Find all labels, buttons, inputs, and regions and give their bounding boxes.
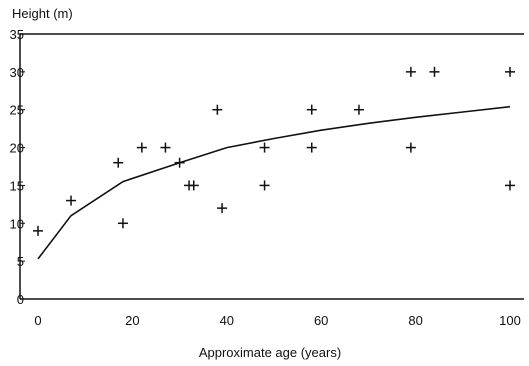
- x-axis-title: Approximate age (years): [199, 345, 341, 360]
- trend-line: [37, 105, 511, 260]
- data-points: [33, 66, 515, 236]
- data-point: [259, 142, 270, 153]
- data-point: [188, 180, 199, 191]
- y-tick-labels: 05101520253035: [10, 27, 25, 307]
- data-point: [259, 180, 270, 191]
- data-point: [429, 66, 440, 77]
- data-point: [136, 142, 147, 153]
- data-point: [174, 157, 185, 168]
- data-point: [306, 104, 317, 115]
- data-point: [212, 104, 223, 115]
- y-tick-label: 10: [10, 216, 24, 231]
- y-tick-label: 15: [10, 178, 24, 193]
- y-tick-label: 30: [10, 65, 24, 80]
- trend-curve: [37, 105, 511, 260]
- data-point: [66, 195, 77, 206]
- y-tick-label: 20: [10, 141, 24, 156]
- data-point: [353, 104, 364, 115]
- y-tick-label: 25: [10, 103, 24, 118]
- data-point: [33, 225, 43, 236]
- data-point: [505, 180, 515, 191]
- data-point: [405, 66, 416, 77]
- x-tick-label: 60: [314, 313, 328, 328]
- x-tick-labels: 0 20 40 60 80 100: [34, 313, 520, 328]
- data-point: [505, 66, 515, 77]
- x-tick-label: 0: [34, 313, 41, 328]
- data-point: [217, 203, 228, 214]
- data-point: [113, 157, 124, 168]
- axes: [19, 33, 524, 300]
- y-axis-title: Height (m): [12, 6, 73, 21]
- x-tick-label: 100: [499, 313, 521, 328]
- x-tick-label: 80: [408, 313, 422, 328]
- data-point: [405, 142, 416, 153]
- y-tick-label: 35: [10, 27, 24, 42]
- data-point: [160, 142, 171, 153]
- data-point: [306, 142, 317, 153]
- x-tick-label: 40: [220, 313, 234, 328]
- x-tick-label: 20: [125, 313, 139, 328]
- data-point: [117, 218, 128, 229]
